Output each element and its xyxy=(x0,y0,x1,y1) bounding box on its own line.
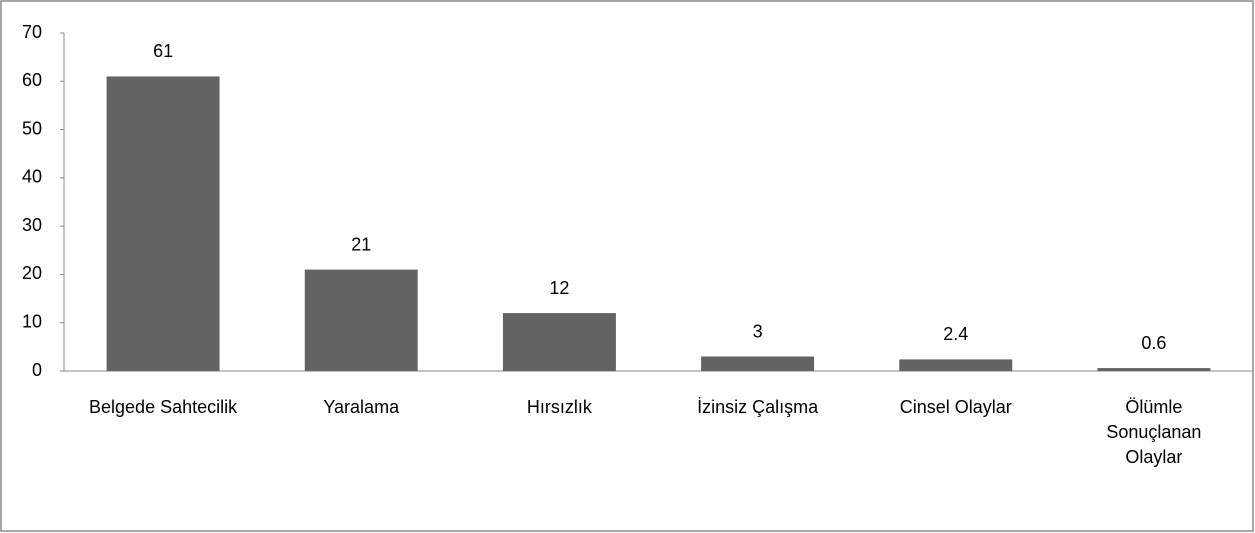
data-label: 2.4 xyxy=(943,324,968,344)
y-tick-label: 10 xyxy=(22,311,42,331)
bar xyxy=(1097,368,1211,371)
data-label: 3 xyxy=(753,321,763,341)
x-tick-label: Ölümle Sonuçlanan Olaylar xyxy=(1106,397,1202,467)
x-tick-label: Belgede Sahtecilik xyxy=(89,397,238,417)
data-label: 61 xyxy=(153,41,173,61)
x-tick-label: İzinsiz Çalışma xyxy=(697,397,819,417)
data-label: 0.6 xyxy=(1141,333,1166,353)
y-tick-label: 60 xyxy=(22,70,42,90)
x-tick-label: Yaralama xyxy=(323,397,400,417)
y-tick-label: 0 xyxy=(32,360,42,380)
bar xyxy=(502,313,616,371)
y-tick-label: 70 xyxy=(22,22,42,42)
y-tick-label: 40 xyxy=(22,167,42,187)
bar xyxy=(701,356,815,371)
bar xyxy=(899,359,1013,371)
data-label: 21 xyxy=(351,234,371,254)
bar xyxy=(106,76,220,371)
x-tick-label: Hırsızlık xyxy=(526,397,592,417)
y-tick-label: 50 xyxy=(22,118,42,138)
y-tick-label: 30 xyxy=(22,215,42,235)
bar xyxy=(304,269,418,371)
y-tick-label: 20 xyxy=(22,263,42,283)
x-tick-label: Cinsel Olaylar xyxy=(899,397,1012,417)
data-label: 12 xyxy=(549,278,569,298)
